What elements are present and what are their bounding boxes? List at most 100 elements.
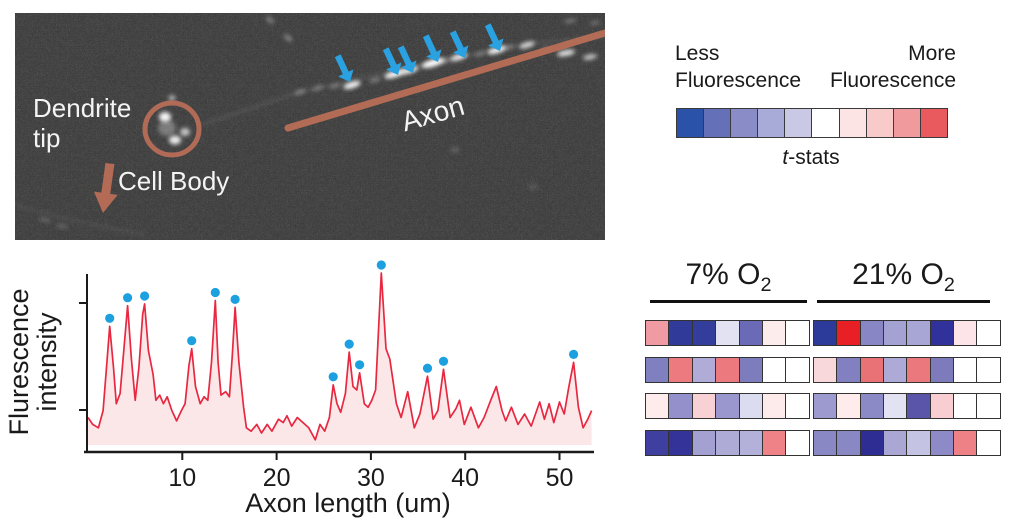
fluorescence-punctum [564,18,576,24]
heatmap-cell [977,394,1000,418]
heatmap-cell [786,357,809,382]
y-axis-label: Flurescence intensity [4,267,62,457]
peak-dot [140,291,150,301]
fluorescence-punctum [450,147,460,153]
peak-dot [422,363,433,373]
fluorescence-punctum [283,34,293,42]
fluorescence-punctum [294,89,306,95]
heatmap-cell [692,321,717,345]
heatmap-cell [716,321,740,345]
less-label-line2: Fluorescence [675,69,802,92]
x-tick-label: 30 [357,464,385,492]
heatmap-cell [786,394,809,418]
x-axis-title: Axon length (um) [245,488,451,518]
heatmap-cell [977,357,1000,382]
heatmap-cell [762,394,787,418]
heatmap-cell [907,394,931,418]
heatmap-cell [860,321,884,345]
less-label-line1: Less [675,42,720,65]
heatmap-cell [739,357,763,382]
y-axis-label-line2: intensity [32,312,62,412]
heatmap-group-7pct [645,356,810,383]
heatmap-cell [954,394,978,418]
x-tick-label: 20 [263,464,291,492]
punctum-arrow-icon [484,23,504,51]
more-fluorescence-label: More Fluorescence [815,40,956,94]
punctum-arrow-icon [422,34,442,62]
heatmap-cell [813,321,838,345]
heatmap-cell [762,430,787,455]
heatmap-cell [786,430,809,455]
colorbar-cell [839,109,867,137]
peak-dot [123,293,133,303]
heatmap-cell [669,394,693,418]
heatmap-group-7pct [645,320,810,346]
heatmap-cell [646,357,670,382]
heatmap-cell [813,430,838,455]
intensity-fill [88,273,592,445]
heatmap-cell [762,357,787,382]
heatmap-cell [883,357,908,382]
colorbar-cell [920,109,947,137]
fluorescence-punctum [158,120,176,136]
heatmap-cell [954,321,978,345]
tstats-caption-italic: t [782,146,789,169]
fluorescence-punctum [39,217,51,223]
intensity-curve [87,272,593,441]
microscopy-panel: Dendrite tip Cell Body Axon [15,13,605,240]
heatmap-cell [739,430,763,455]
fluorescence-punctum [439,58,451,64]
fluorescence-punctum [384,69,406,79]
underline-7pct [650,300,807,303]
fluorescence-punctum [528,184,538,190]
heatmap-row [645,429,1001,456]
peak-dot [210,287,220,298]
heatmap-cell [716,430,740,455]
heatmap-cell [739,394,763,418]
heatmap-cell [977,321,1000,345]
heatmap-cell [907,357,931,382]
x-tick-label: 50 [546,464,574,492]
punctum-arrow-icon [334,54,354,82]
heatmap-group-21pct [812,320,1001,346]
heatmap-cell [813,357,838,382]
heatmap-group-7pct [645,393,810,419]
tstats-caption-rest: -stats [788,146,840,169]
heatmap-cell [860,394,884,418]
fluorescence-punctum [168,95,176,101]
heatmap-cell [786,321,809,345]
heatmap-cell [716,394,740,418]
more-label-line2: Fluorescence [829,69,956,92]
peak-dot [344,339,354,349]
heatmap-cell [907,321,931,345]
micro-noise [15,13,605,240]
fluorescence-punctum [169,135,181,145]
header-7pct-text: 7% O [685,258,761,291]
fluorescence-punctum [343,80,361,90]
heatmap-cell [860,430,884,455]
heatmap-cell [669,321,693,345]
fluorescence-punctum [329,83,341,89]
peak-dot [328,372,338,382]
heatmap-cell [692,394,717,418]
heatmap-row [645,356,1001,383]
header-21pct-sub: 2 [943,274,955,296]
dendrite-label-line1: Dendrite [33,93,132,123]
heatmap-group-21pct [812,356,1001,383]
heatmap-group-21pct [812,429,1001,456]
punctum-arrow-icon [449,30,469,58]
heatmap-cell [762,321,787,345]
heatmap-cell [860,357,884,382]
heatmap-cell [692,357,717,382]
colorbar-cell [812,109,840,137]
heatmap-cell [646,321,670,345]
fluorescence-punctum [312,85,324,91]
fluorescence-punctum [583,54,597,60]
heatmap-cell [930,357,955,382]
colorbar-cell [704,109,732,137]
heatmap-group-7pct [645,429,810,456]
x-tick-label: 10 [168,464,196,492]
heatmap-cell [837,321,861,345]
heatmap-cell [837,430,861,455]
